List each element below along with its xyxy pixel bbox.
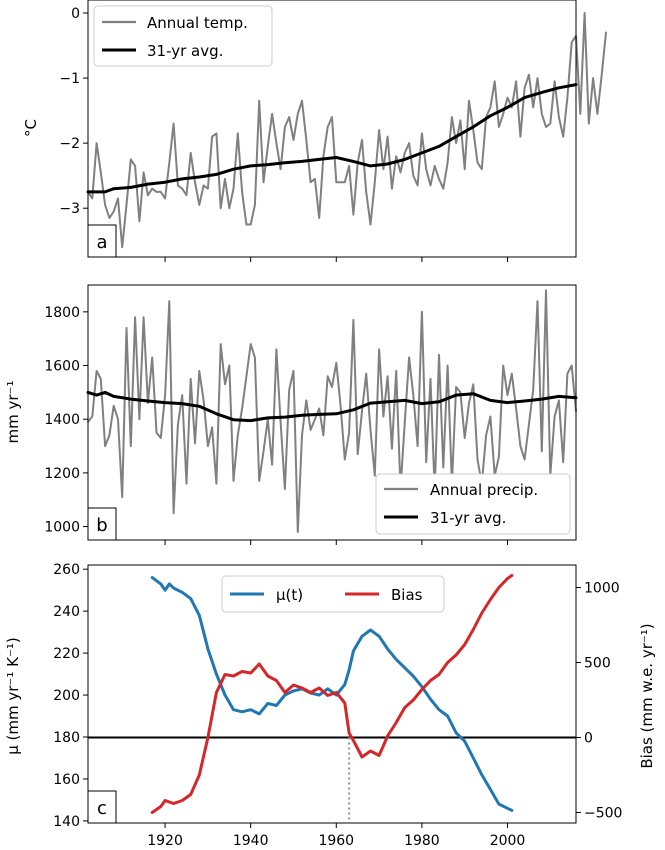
panel-b-label-box — [87, 507, 117, 541]
panel-b-label: b — [96, 515, 107, 536]
y-tick-label: 220 — [53, 646, 80, 662]
panel-b-legend-avg: 31-yr avg. — [430, 509, 506, 527]
y-tick-label: 0 — [71, 6, 80, 22]
panel-a-ylabel: °C — [22, 119, 40, 137]
panel-c-legend-bias: Bias — [391, 586, 423, 604]
x-tick-label: 1960 — [318, 833, 354, 849]
panel-a: 0 −1 −2 −3 °C Annual temp. 31-yr avg. a — [22, 0, 607, 262]
panel-c-series-1-line — [150, 574, 514, 814]
x-tick-label: 2000 — [490, 833, 526, 849]
panel-a-plot-area — [86, 12, 607, 249]
x-tick-label: 1980 — [404, 833, 440, 849]
panel-c-plot-area — [88, 574, 576, 823]
panel-b-x-ticks — [164, 540, 509, 545]
y-tick-label: −1 — [59, 71, 80, 87]
panel-c-x-ticks: 1920 1940 1960 1980 2000 — [147, 823, 525, 849]
panel-a-label: a — [96, 232, 107, 253]
panel-c-ylabel-right: Bias (mm w.e. yr⁻¹) — [638, 623, 656, 768]
y-tick-label: −2 — [59, 136, 80, 152]
panel-c-label-box — [87, 790, 117, 824]
panel-a-x-ticks — [164, 257, 509, 262]
y-right-tick-label: 0 — [584, 731, 593, 747]
panel-b-legend-box — [375, 473, 571, 535]
panel-b: 1000 1200 1400 1600 1800 mm yr⁻¹ Annual prec… — [4, 284, 578, 545]
y-tick-label: 180 — [53, 730, 80, 746]
y-tick-label: 1200 — [44, 466, 80, 482]
panel-c-y-ticks-left: 140 160 180 200 220 240 260 — [53, 562, 88, 830]
y-tick-label: 240 — [53, 604, 80, 620]
y-tick-label: 1400 — [44, 412, 80, 428]
panel-c-ylabel-left: μ (mm yr⁻¹ K⁻¹) — [4, 637, 22, 755]
y-right-tick-label: 1000 — [584, 581, 620, 597]
panel-a-legend: Annual temp. 31-yr avg. — [93, 5, 273, 67]
panel-a-legend-avg: 31-yr avg. — [147, 42, 223, 60]
panel-c-legend: μ(t) Bias — [221, 575, 445, 613]
y-tick-label: −3 — [59, 201, 80, 217]
panel-a-label-box — [87, 224, 117, 258]
y-tick-label: 260 — [53, 562, 80, 578]
y-right-tick-label: 500 — [584, 656, 611, 672]
panel-a-series-1-line — [86, 83, 578, 194]
panel-c-frame — [87, 564, 577, 824]
panel-b-ylabel: mm yr⁻¹ — [4, 381, 22, 444]
panel-c-series-0-line — [150, 576, 514, 812]
y-tick-label: 1800 — [44, 305, 80, 321]
y-right-tick-label: −500 — [584, 806, 622, 822]
panel-b-legend: Annual precip. 31-yr avg. — [375, 473, 571, 535]
y-tick-label: 1600 — [44, 359, 80, 375]
x-tick-label: 1920 — [147, 833, 183, 849]
panel-c-legend-box — [221, 575, 445, 613]
y-tick-label: 160 — [53, 772, 80, 788]
panel-c-label: c — [97, 798, 107, 819]
y-tick-label: 200 — [53, 688, 80, 704]
panel-a-y-ticks: 0 −1 −2 −3 — [59, 6, 88, 217]
x-tick-label: 1940 — [233, 833, 269, 849]
y-tick-label: 140 — [53, 814, 80, 830]
y-tick-label: 1000 — [44, 520, 80, 536]
panel-b-frame — [87, 284, 577, 541]
panel-a-series-0-line — [87, 12, 607, 249]
panel-b-y-ticks: 1000 1200 1400 1600 1800 — [44, 305, 88, 536]
panel-b-series-1-line — [86, 390, 578, 423]
panel-b-legend-annual: Annual precip. — [430, 481, 538, 499]
panel-a-legend-annual: Annual temp. — [147, 14, 248, 32]
panel-c-legend-mu: μ(t) — [276, 586, 303, 604]
panel-a-legend-box — [93, 5, 273, 67]
panel-c-y-ticks-right: −500 0 500 1000 — [576, 581, 622, 822]
panel-a-frame — [87, 0, 577, 258]
